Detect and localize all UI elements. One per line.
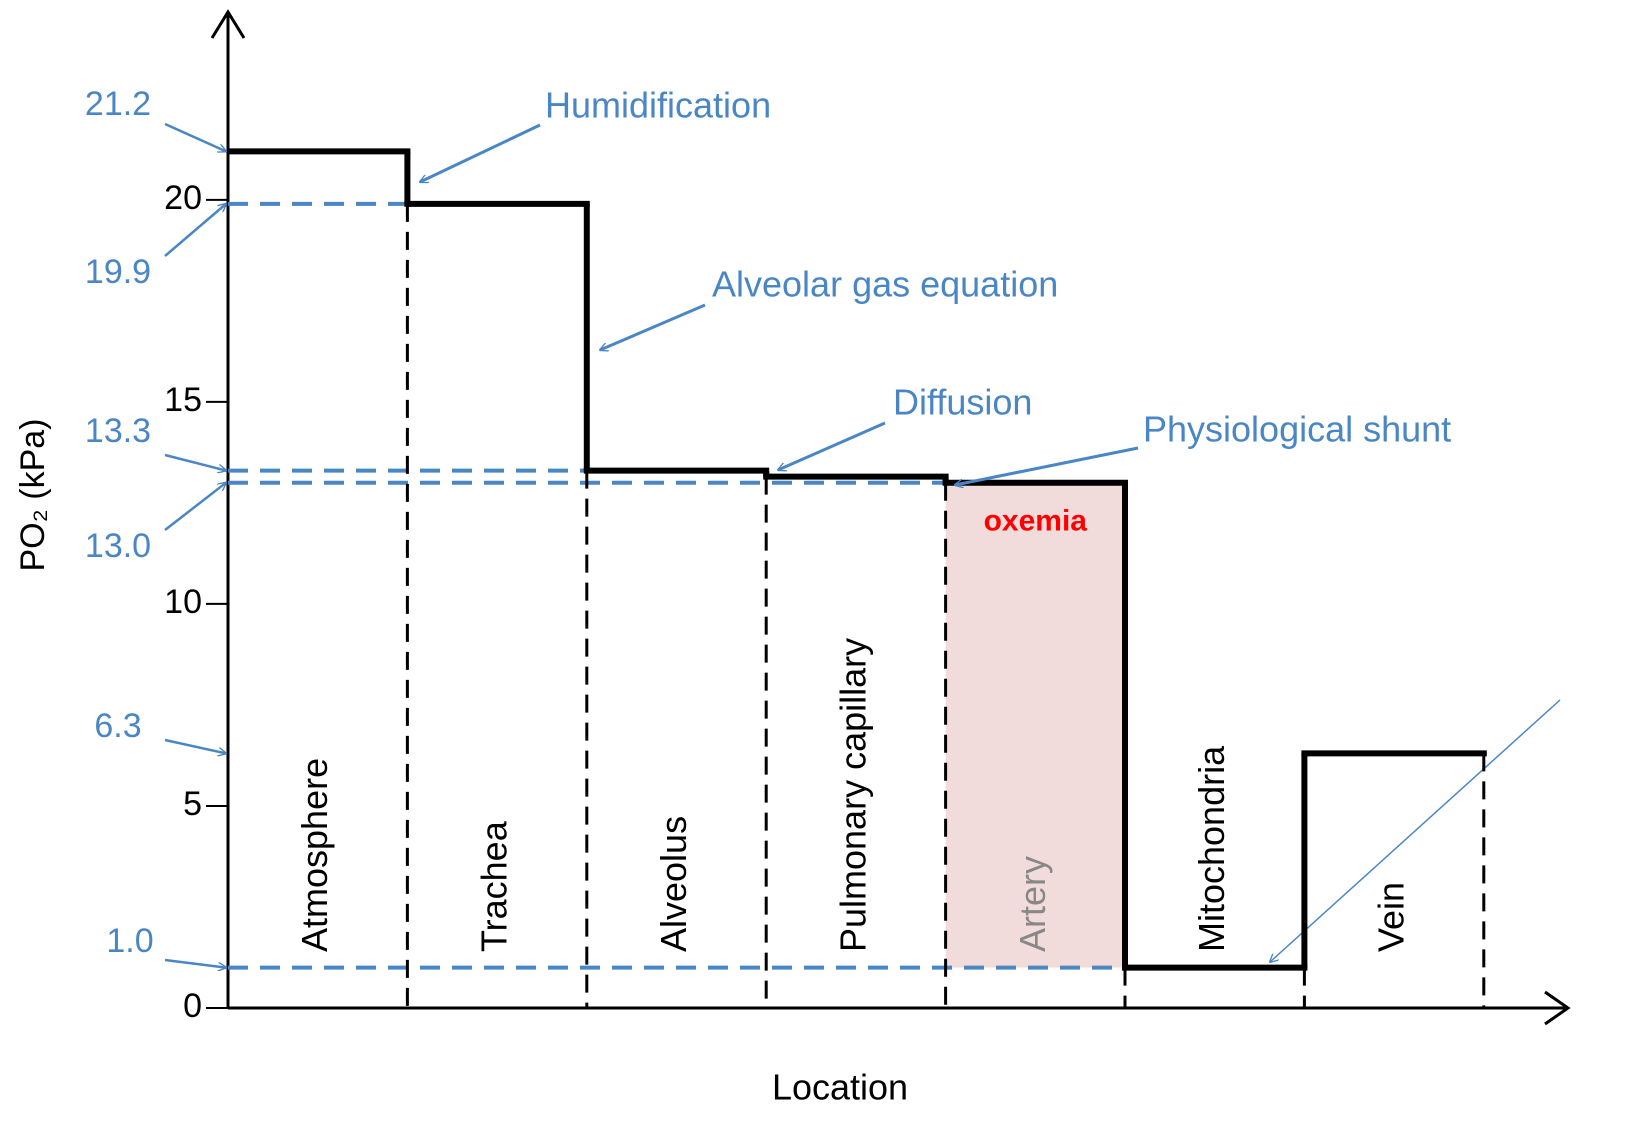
annotation-arrow — [600, 303, 706, 350]
x-axis-arrow — [1544, 990, 1571, 1026]
reference-arrow — [164, 122, 226, 151]
y-axis-arrow — [210, 9, 246, 39]
x-tick-label: Artery — [1012, 856, 1053, 952]
annotation: Alveolar gas equation — [712, 264, 1058, 305]
x-tick-label: Mitochondria — [1191, 745, 1232, 952]
y-axis-label: PO₂ (kPa) — [14, 419, 52, 572]
annotation-arrow — [778, 421, 886, 470]
pointer-arrow — [1270, 699, 1561, 962]
reference-label: 1.0 — [106, 922, 153, 960]
highlight-band — [945, 482, 1125, 968]
y-tick-label: 10 — [164, 583, 202, 621]
y-tick-label: 0 — [183, 987, 202, 1025]
y-tick-label: 20 — [164, 179, 202, 217]
reference-label: 6.3 — [94, 707, 141, 745]
x-tick-label: Trachea — [474, 820, 515, 952]
reference-label: 21.2 — [85, 85, 151, 123]
reference-arrow — [164, 453, 226, 471]
reference-label: 13.3 — [85, 412, 151, 450]
reference-label: 19.9 — [85, 253, 151, 291]
reference-arrow — [164, 204, 226, 257]
axes — [210, 9, 1571, 1026]
reference-arrow — [164, 738, 226, 753]
annotation-arrow — [955, 446, 1139, 485]
annotation: Humidification — [545, 85, 771, 126]
reference-arrow — [164, 483, 226, 531]
x-tick-label: Alveolus — [653, 816, 694, 952]
x-tick-label: Atmosphere — [294, 758, 335, 952]
highlight-label: oxemia — [984, 505, 1088, 538]
annotation: Physiological shunt — [1143, 409, 1451, 450]
y-tick-label: 15 — [164, 381, 202, 419]
annotation-arrow — [420, 123, 541, 184]
reference-label: 13.0 — [85, 527, 151, 565]
x-tick-label: Vein — [1371, 882, 1412, 952]
y-tick-label: 5 — [183, 785, 202, 823]
x-tick-label: Pulmonary capillary — [832, 638, 873, 952]
x-axis-label: Location — [772, 1067, 908, 1108]
reference-arrow — [164, 958, 226, 968]
annotation: Diffusion — [893, 382, 1032, 423]
